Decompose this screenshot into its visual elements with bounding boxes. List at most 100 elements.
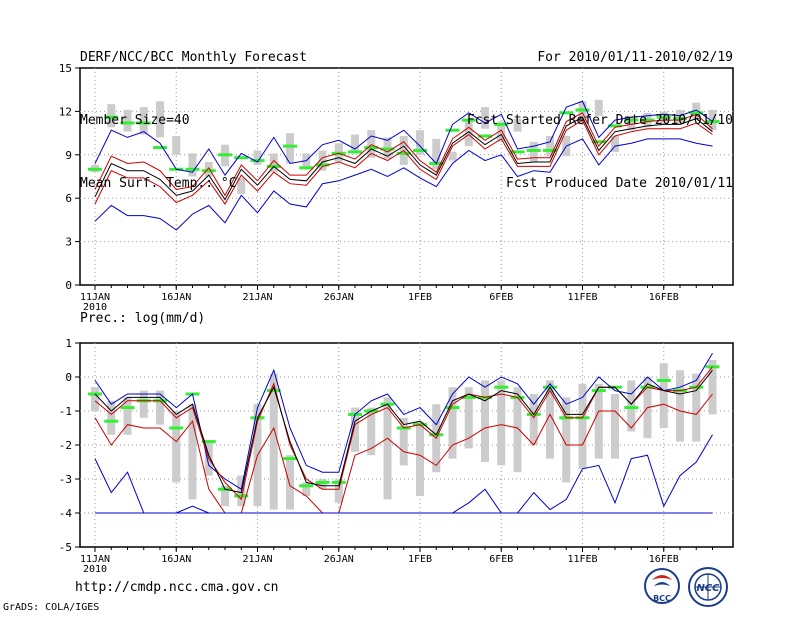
prec-median-marker <box>120 406 135 410</box>
temp-box <box>156 101 164 138</box>
bcc-logo-text: BCC <box>653 594 671 603</box>
temp-xtick-label: 16FEB <box>649 292 679 303</box>
temp-box <box>481 107 489 129</box>
temp-box <box>432 138 441 170</box>
prec-box <box>123 397 132 435</box>
header-start-date: Fcst Started Refer Date 2010/01/10 <box>466 113 733 128</box>
prec-series-mean <box>94 369 713 494</box>
temp-median-marker <box>526 148 541 152</box>
prec-median-marker <box>315 480 330 484</box>
prec-box <box>156 390 164 425</box>
prec-box <box>708 360 717 415</box>
prec-box <box>529 394 538 445</box>
temp-median-marker <box>624 118 639 122</box>
temp-series-mean <box>94 116 713 201</box>
temp-xtick-sublabel: 2010 <box>83 302 107 313</box>
temp-median-marker <box>413 148 427 152</box>
prec-median-marker <box>591 389 606 393</box>
prec-series-lower <box>94 393 713 514</box>
temp-box <box>594 99 603 116</box>
prec-xtick-label: 6FEB <box>489 554 513 565</box>
prec-box <box>611 394 619 459</box>
temp-box <box>286 133 294 164</box>
temp-xtick-label: 21JAN <box>242 292 272 303</box>
temp-median-marker <box>575 108 590 112</box>
temp-median-marker <box>494 122 509 126</box>
temp-box <box>139 107 148 135</box>
prec-xtick-label: 16JAN <box>161 554 191 565</box>
prec-xtick-label: 21JAN <box>242 554 272 565</box>
prec-box <box>221 485 229 507</box>
prec-median-marker <box>104 419 119 423</box>
footer-credit: GrADS: COLA/IGES <box>3 602 100 613</box>
prec-box <box>692 373 701 442</box>
temp-box <box>416 130 424 155</box>
temp-ytick-label: 15 <box>59 62 72 75</box>
temp-ytick-label: 0 <box>65 279 72 292</box>
prec-ytick-label: 0 <box>65 371 72 384</box>
header-produced-date: Fcst Produced Date 2010/01/11 <box>506 176 733 191</box>
temp-ytick-label: 9 <box>65 149 72 162</box>
temp-xtick-label: 1FEB <box>408 292 432 303</box>
prec-xtick-sublabel: 2010 <box>83 564 107 575</box>
temp-median-marker <box>104 115 119 119</box>
temp-ytick-label: 3 <box>65 236 72 249</box>
prec-box <box>351 407 359 452</box>
prec-median-marker <box>494 385 509 389</box>
header-right: For 2010/01/11-2010/02/19 Fcst Started R… <box>467 5 733 215</box>
temp-xtick-label: 26JAN <box>324 292 354 303</box>
temp-box <box>367 130 376 158</box>
header-member-size: Member Size=40 <box>80 113 190 128</box>
header-left: DERF/NCC/BCC Monthly Forecast Member Siz… <box>80 5 307 215</box>
footer-url-link[interactable]: http://cmdp.ncc.cma.gov.cn <box>75 580 279 595</box>
temp-series-upper <box>94 112 713 197</box>
temp-median-marker <box>445 128 460 132</box>
temp-box <box>253 150 262 165</box>
temp-median-marker <box>591 140 606 144</box>
temp-box <box>188 153 197 177</box>
prec-box <box>578 383 587 469</box>
prec-box <box>139 390 148 418</box>
temp-median-marker <box>185 167 200 171</box>
prec-box <box>594 383 603 459</box>
temp-ytick-label: 12 <box>59 105 72 118</box>
temp-median-marker <box>640 118 655 122</box>
temp-median-marker <box>510 150 525 154</box>
temp-median-marker <box>478 134 492 138</box>
temp-median-marker <box>689 111 704 115</box>
temp-box <box>269 153 278 173</box>
prec-series-max <box>94 352 713 491</box>
temp-median-marker <box>250 159 265 163</box>
prec-box <box>546 380 554 459</box>
prec-box <box>627 380 636 432</box>
prec-box <box>481 380 489 462</box>
header-variable: Mean Surf. Temp.: °C <box>80 176 237 191</box>
temp-box <box>497 121 506 142</box>
prec-median-marker <box>656 378 671 382</box>
prec-box <box>91 387 99 411</box>
prec-box <box>497 380 506 466</box>
ncc-logo-text: NCC <box>696 583 720 594</box>
prec-median-marker <box>299 484 314 488</box>
prec-xtick-label: 16FEB <box>649 554 679 565</box>
prec-box <box>659 363 668 428</box>
prec-xtick-label: 11FEB <box>567 554 597 565</box>
temp-series-lower <box>94 119 713 205</box>
temp-box <box>692 102 701 119</box>
temp-box <box>464 121 473 147</box>
temp-frame <box>79 67 734 286</box>
prec-box <box>416 421 424 496</box>
temp-median-marker <box>461 118 476 122</box>
prec-ytick-label: -2 <box>59 439 72 452</box>
temp-xtick-label: 11FEB <box>567 292 597 303</box>
prec-xtick-label: 1FEB <box>408 554 432 565</box>
bcc-logo-icon: BCC <box>644 568 680 604</box>
temp-median-marker <box>315 163 330 167</box>
temp-box <box>611 135 619 152</box>
temp-ytick-label: 6 <box>65 192 72 205</box>
prec-box <box>448 387 457 459</box>
prec-box <box>676 370 684 442</box>
temp-xtick-label: 16JAN <box>161 292 191 303</box>
temp-series-max <box>94 100 713 176</box>
